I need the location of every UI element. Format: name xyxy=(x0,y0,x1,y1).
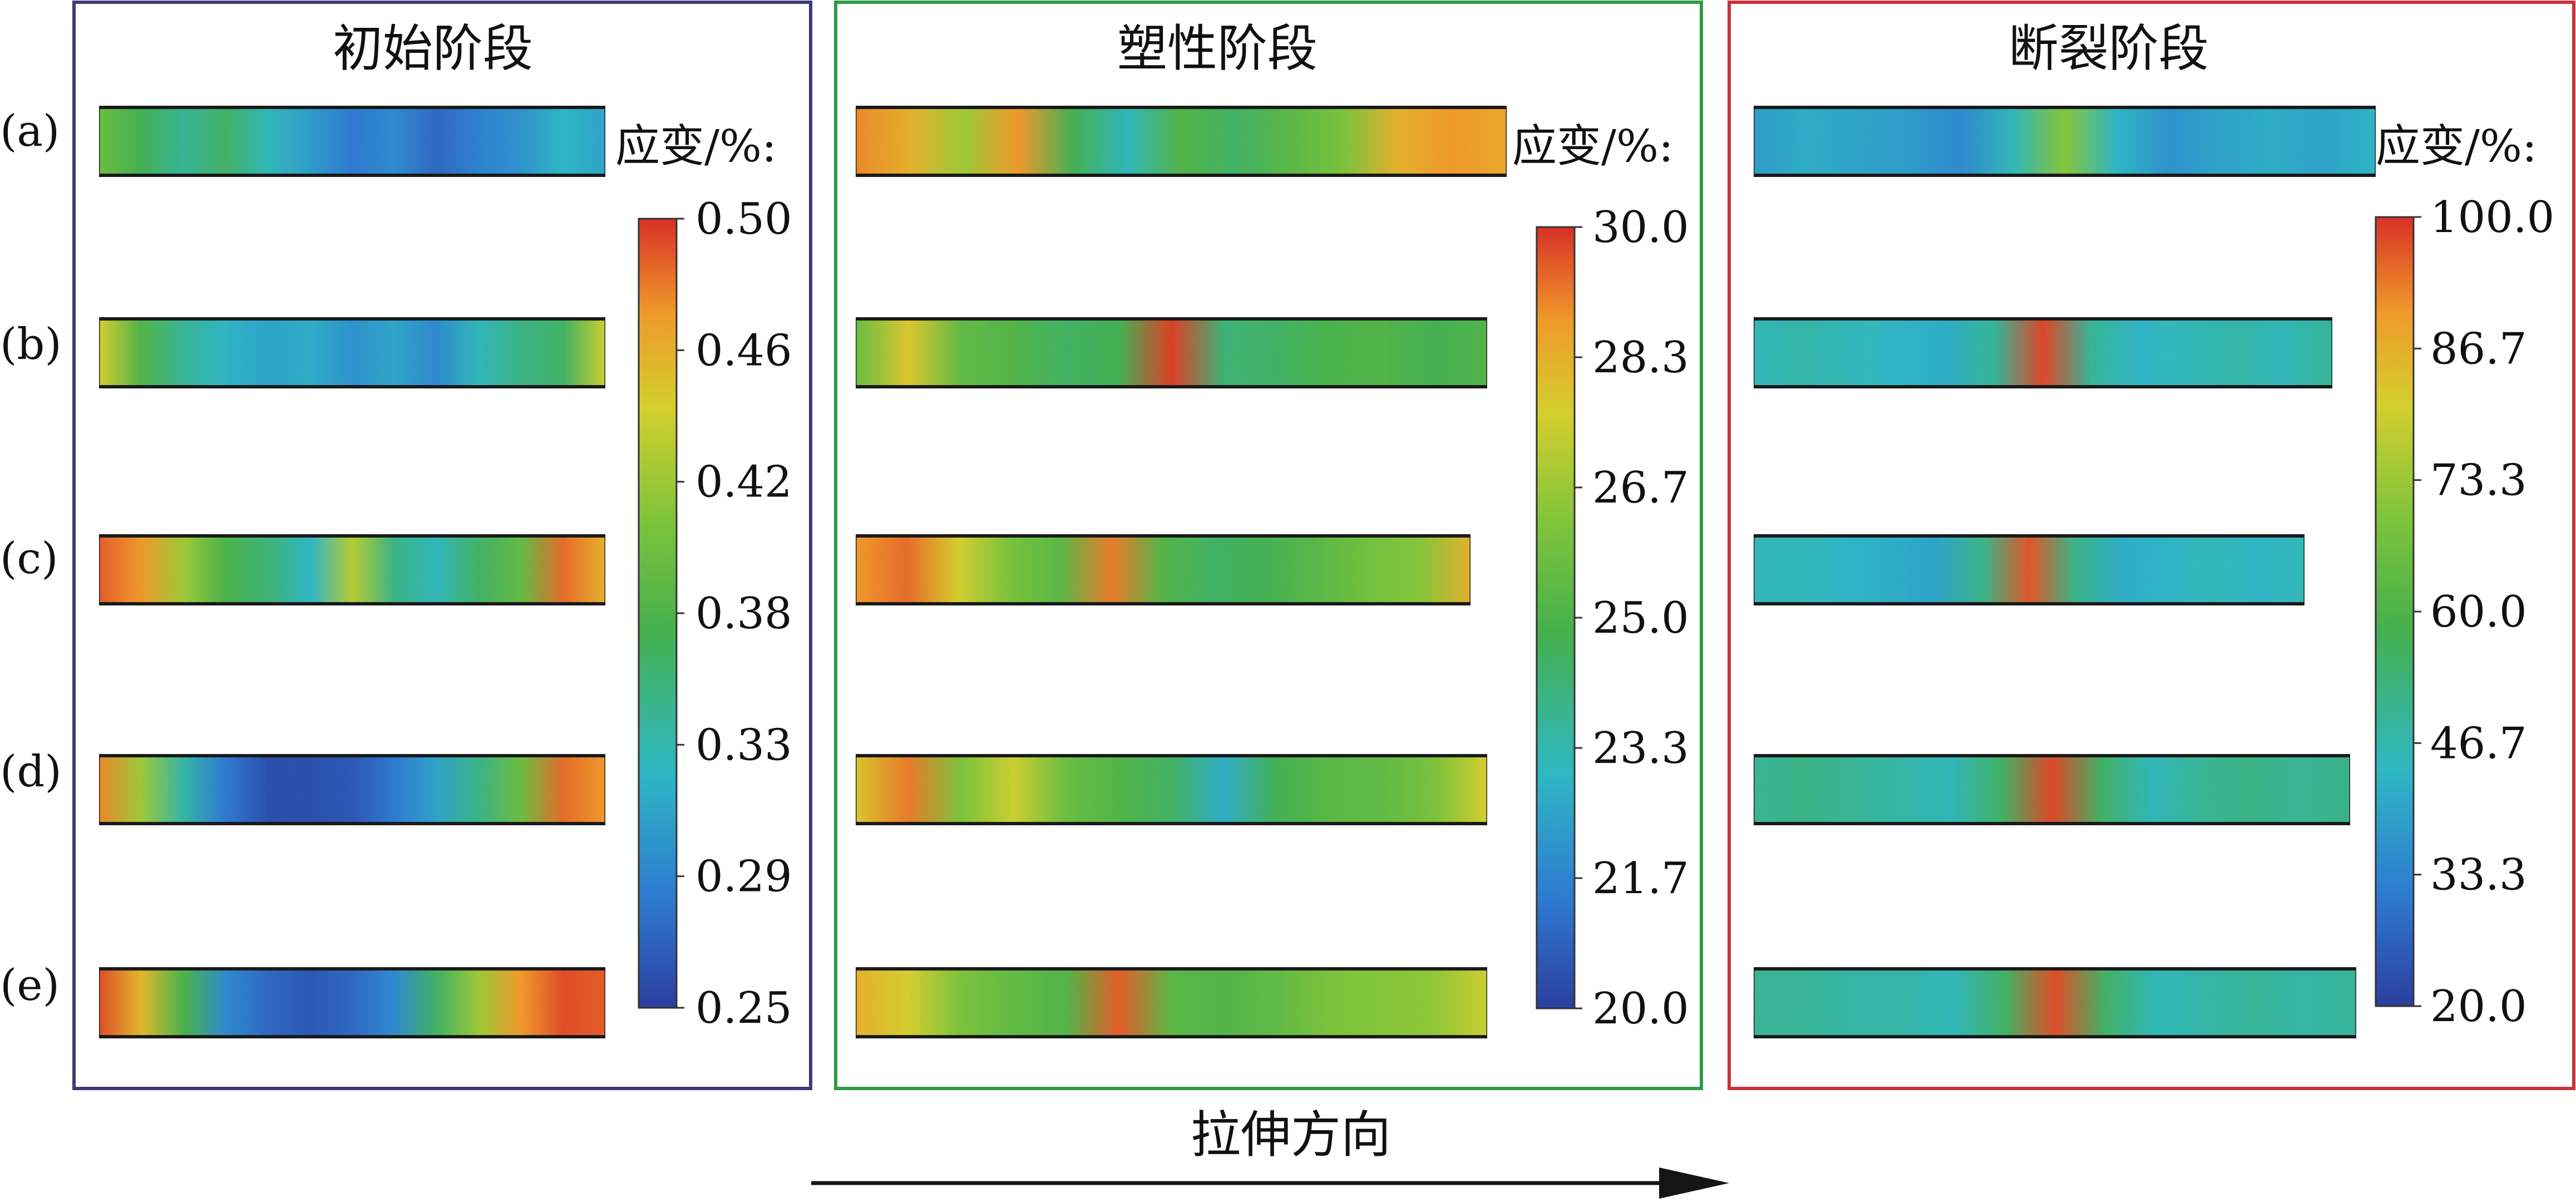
colorbar-plastic-tick-label: 28.3 xyxy=(1592,333,1689,383)
strain-strips xyxy=(98,105,2377,1040)
colorbar-fracture-tick-label: 60.0 xyxy=(2430,587,2527,637)
strip-fracture-c xyxy=(1753,533,2306,607)
direction-arrow-head xyxy=(1659,1167,1729,1199)
strip-edge-bottom xyxy=(99,174,605,177)
colorbar-fracture-tick-label: 20.0 xyxy=(2430,982,2527,1032)
strip-edge-bottom xyxy=(1754,174,2376,177)
strip-edge-top xyxy=(856,967,1487,971)
strip-initial-a xyxy=(98,105,606,178)
strip-fracture-a xyxy=(1753,105,2377,178)
colorbar-initial-tick-label: 0.25 xyxy=(695,983,792,1033)
strip-edge-top xyxy=(1754,967,2356,971)
strip-edge-top xyxy=(99,967,605,971)
panel-plastic-border xyxy=(834,1,1703,1090)
strip-plastic-c xyxy=(855,533,1472,607)
colorbar-initial xyxy=(638,218,678,1009)
strip-edge-bottom xyxy=(856,822,1487,825)
strip-edge-bottom xyxy=(1754,385,2332,388)
colorbar-plastic-tick-label: 25.0 xyxy=(1592,593,1689,643)
strip-fracture-e xyxy=(1753,966,2357,1040)
colorbar-fracture-tick-label: 46.7 xyxy=(2430,718,2527,769)
colorbar-initial-tick-label: 0.38 xyxy=(695,589,792,639)
colorbar-initial-tick-label: 0.46 xyxy=(695,326,792,376)
colorbar-initial-tick-label: 0.29 xyxy=(695,852,792,902)
strip-initial-d xyxy=(98,753,606,826)
strip-edge-top xyxy=(99,317,605,321)
strip-plastic-b xyxy=(855,316,1488,390)
colorbar-fracture-tick-label: 86.7 xyxy=(2430,324,2527,374)
colorbar-plastic-tick-label: 26.7 xyxy=(1592,463,1689,513)
strip-edge-top xyxy=(856,534,1470,538)
colorbar-initial-tick-label: 0.33 xyxy=(695,720,792,770)
row-label-e: (e) xyxy=(0,960,60,1011)
direction-label: 拉伸方向 xyxy=(1191,1106,1391,1164)
strip-edge-top xyxy=(1754,317,2332,321)
strip-initial-c xyxy=(98,533,606,607)
strip-edge-bottom xyxy=(1754,602,2304,605)
colorbar-fracture xyxy=(2375,216,2415,1007)
colorbar-initial-tick-label: 0.50 xyxy=(695,194,792,244)
row-label-b: (b) xyxy=(0,319,62,370)
strip-edge-bottom xyxy=(99,1035,605,1038)
panel-initial-border xyxy=(72,1,812,1090)
strip-edge-bottom xyxy=(856,1035,1487,1038)
strip-edge-top xyxy=(856,106,1507,109)
strip-initial-b xyxy=(98,316,606,390)
colorbar-ticks: 0.50 0.46 0.42 0.38 0.33 0.29 0.25 30.0 28.3 26.7… xyxy=(677,193,2554,1034)
strip-edge-top xyxy=(99,106,605,109)
panel-plastic-title: 塑性阶段 xyxy=(1117,19,1317,78)
strip-plastic-a xyxy=(855,105,1508,178)
strip-edge-top xyxy=(1754,754,2350,757)
strip-edge-bottom xyxy=(1754,822,2350,825)
row-label-c: (c) xyxy=(0,534,58,584)
colorbar-fracture-label: 应变/%: xyxy=(2376,120,2537,172)
strip-edge-top xyxy=(1754,106,2376,109)
row-label-d: (d) xyxy=(0,747,62,797)
colorbar-plastic-tick-label: 30.0 xyxy=(1592,203,1689,253)
strip-edge-top xyxy=(856,754,1487,757)
strip-fracture-b xyxy=(1753,316,2333,390)
strip-edge-bottom xyxy=(856,385,1487,388)
colorbar-initial-label: 应变/%: xyxy=(615,120,777,172)
strip-edge-bottom xyxy=(99,385,605,388)
colorbar-fracture-tick-label: 33.3 xyxy=(2430,850,2527,900)
colorbar-plastic xyxy=(1536,226,1576,1009)
colorbar-fracture-tick-label: 73.3 xyxy=(2430,456,2527,506)
panel-initial-title: 初始阶段 xyxy=(333,19,533,78)
strip-edge-bottom xyxy=(99,602,605,605)
strip-edge-top xyxy=(856,317,1487,321)
strip-fracture-d xyxy=(1753,753,2351,826)
panel-fracture-border xyxy=(1728,1,2575,1090)
colorbar-initial-tick-label: 0.42 xyxy=(695,457,792,508)
strip-edge-bottom xyxy=(856,174,1507,177)
colorbar-plastic-tick-label: 20.0 xyxy=(1592,984,1689,1034)
strip-edge-bottom xyxy=(1754,1035,2356,1038)
strip-edge-top xyxy=(99,754,605,757)
colorbar-fracture-tick-label: 100.0 xyxy=(2430,193,2554,243)
strip-plastic-d xyxy=(855,753,1488,826)
colorbar-plastic-label: 应变/%: xyxy=(1512,120,1674,172)
strip-plastic-e xyxy=(855,966,1488,1040)
colorbar-plastic-tick-label: 21.7 xyxy=(1592,854,1689,904)
strip-edge-top xyxy=(99,534,605,538)
colorbar-plastic-tick-label: 23.3 xyxy=(1592,723,1689,774)
strip-initial-e xyxy=(98,966,606,1040)
strip-edge-top xyxy=(1754,534,2304,538)
row-label-a: (a) xyxy=(0,106,60,156)
panel-fracture-title: 断裂阶段 xyxy=(2009,19,2209,78)
strip-edge-bottom xyxy=(856,602,1470,605)
strip-edge-bottom xyxy=(99,822,605,825)
